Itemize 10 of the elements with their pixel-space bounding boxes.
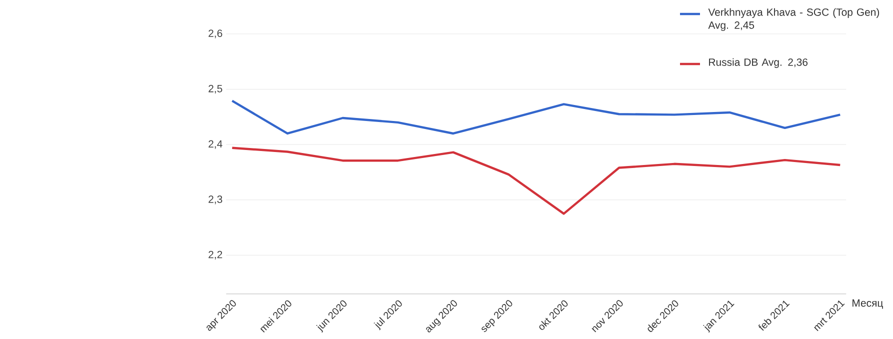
y-tick-label: 2,6	[208, 29, 222, 38]
legend-label: Verkhnyaya Khava - SGC (Top Gen) Avg. 2,45	[708, 8, 880, 31]
line-series	[231, 100, 842, 134]
line-series	[231, 146, 842, 215]
legend-label: Russia DB Avg. 2,36	[709, 58, 808, 68]
x-axis-title: Месяц	[852, 299, 883, 309]
y-tick-label: 2,4	[208, 140, 222, 149]
y-tick-label: 2,5	[208, 84, 222, 94]
y-tick-label: 2,3	[208, 195, 222, 204]
y-tick-label: 2,2	[208, 250, 222, 260]
